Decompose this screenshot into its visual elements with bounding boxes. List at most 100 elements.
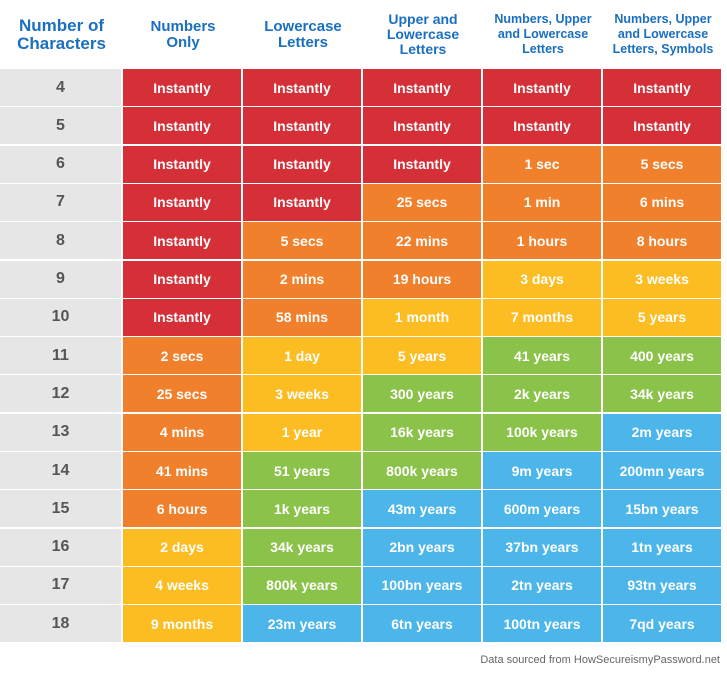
crack-time-cell: 800k years bbox=[243, 566, 361, 604]
row-label: 4 bbox=[0, 69, 121, 106]
crack-time-cell: 1 sec bbox=[483, 145, 601, 183]
table-row: 10 Instantly 58 mins 1 month 7 months 5 years bbox=[0, 298, 727, 336]
crack-time-cell: 5 years bbox=[363, 337, 481, 375]
row-label: 7 bbox=[0, 183, 121, 221]
table-row: 18 9 months 23m years 6tn years 100tn years 7… bbox=[0, 605, 727, 643]
crack-time-cell: Instantly bbox=[363, 145, 481, 183]
crack-time-cell: Instantly bbox=[363, 107, 481, 145]
row-label: 5 bbox=[0, 107, 121, 145]
column-header-label: Lowercase Letters bbox=[264, 17, 342, 51]
crack-time-cell: 1tn years bbox=[603, 528, 721, 566]
column-header: Lowercase Letters bbox=[243, 0, 363, 69]
table-row: 8 Instantly 5 secs 22 mins 1 hours 8 hours bbox=[0, 222, 727, 260]
crack-time-cell: 1 day bbox=[243, 337, 361, 375]
crack-time-cell: 58 mins bbox=[243, 298, 361, 336]
crack-time-cell: 41 years bbox=[483, 337, 601, 375]
table-row: 17 4 weeks 800k years 100bn years 2tn years 9… bbox=[0, 566, 727, 604]
crack-time-cell: Instantly bbox=[123, 298, 241, 336]
row-label: 17 bbox=[0, 566, 121, 604]
crack-time-cell: 15bn years bbox=[603, 490, 721, 528]
crack-time-cell: Instantly bbox=[123, 145, 241, 183]
crack-time-cell: 16k years bbox=[363, 413, 481, 451]
data-source-note: Data sourced from HowSecureismyPassword.… bbox=[480, 654, 720, 666]
table-row: 11 2 secs 1 day 5 years 41 years 400 years bbox=[0, 337, 727, 375]
column-header-label: Numbers, Upper and Lowercase Letters bbox=[494, 12, 592, 56]
column-header: Number of Characters bbox=[0, 0, 123, 69]
column-header-label: Number of Characters bbox=[17, 15, 106, 53]
table-row: 7 Instantly Instantly 25 secs 1 min 6 mins bbox=[0, 183, 727, 221]
crack-time-cell: 1k years bbox=[243, 490, 361, 528]
column-header: Numbers Only bbox=[123, 0, 243, 69]
crack-time-cell: 400 years bbox=[603, 337, 721, 375]
table-row: 9 Instantly 2 mins 19 hours 3 days 3 weeks bbox=[0, 260, 727, 298]
crack-time-cell: 3 weeks bbox=[243, 375, 361, 413]
crack-time-cell: 7 months bbox=[483, 298, 601, 336]
crack-time-cell: 5 years bbox=[603, 298, 721, 336]
crack-time-cell: 8 hours bbox=[603, 222, 721, 260]
crack-time-cell: Instantly bbox=[243, 107, 361, 145]
crack-time-cell: 2tn years bbox=[483, 566, 601, 604]
crack-time-cell: 5 secs bbox=[243, 222, 361, 260]
row-label: 12 bbox=[0, 375, 121, 413]
crack-time-cell: Instantly bbox=[483, 107, 601, 145]
row-label: 10 bbox=[0, 298, 121, 336]
column-header: Upper and Lowercase Letters bbox=[363, 0, 483, 69]
row-label: 15 bbox=[0, 490, 121, 528]
column-header: Numbers, Upper and Lowercase Letters bbox=[483, 0, 603, 69]
crack-time-cell: 2k years bbox=[483, 375, 601, 413]
crack-time-cell: 600m years bbox=[483, 490, 601, 528]
crack-time-cell: 6 hours bbox=[123, 490, 241, 528]
crack-time-cell: Instantly bbox=[123, 222, 241, 260]
crack-time-cell: 2 secs bbox=[123, 337, 241, 375]
crack-time-cell: Instantly bbox=[603, 69, 721, 106]
crack-time-cell: 4 mins bbox=[123, 413, 241, 451]
crack-time-cell: 23m years bbox=[243, 605, 361, 643]
crack-time-cell: 51 years bbox=[243, 452, 361, 489]
crack-time-cell: 43m years bbox=[363, 490, 481, 528]
crack-time-cell: 2m years bbox=[603, 413, 721, 451]
crack-time-cell: Instantly bbox=[363, 69, 481, 106]
crack-time-cell: Instantly bbox=[243, 69, 361, 106]
crack-time-cell: Instantly bbox=[123, 260, 241, 298]
column-header-label: Numbers Only bbox=[150, 17, 216, 51]
row-label: 9 bbox=[0, 260, 121, 298]
crack-time-cell: 25 secs bbox=[123, 375, 241, 413]
crack-time-cell: Instantly bbox=[603, 107, 721, 145]
crack-time-cell: 100tn years bbox=[483, 605, 601, 643]
crack-time-cell: 9 months bbox=[123, 605, 241, 643]
crack-time-cell: 3 weeks bbox=[603, 260, 721, 298]
crack-time-cell: 19 hours bbox=[363, 260, 481, 298]
table-header: Number of Characters Numbers Only Lowercas… bbox=[0, 0, 727, 69]
crack-time-cell: 1 month bbox=[363, 298, 481, 336]
table-row: 5 Instantly Instantly Instantly Instantly Ins… bbox=[0, 107, 727, 145]
crack-time-cell: 6 mins bbox=[603, 183, 721, 221]
row-label: 13 bbox=[0, 413, 121, 451]
crack-time-cell: 34k years bbox=[603, 375, 721, 413]
crack-time-cell: 22 mins bbox=[363, 222, 481, 260]
crack-time-cell: 5 secs bbox=[603, 145, 721, 183]
crack-time-cell: Instantly bbox=[243, 183, 361, 221]
crack-time-cell: 100bn years bbox=[363, 566, 481, 604]
row-label: 11 bbox=[0, 337, 121, 375]
crack-time-cell: 2 days bbox=[123, 528, 241, 566]
crack-time-cell: Instantly bbox=[123, 69, 241, 106]
table-row: 6 Instantly Instantly Instantly 1 sec 5 secs bbox=[0, 145, 727, 183]
table-row: 16 2 days 34k years 2bn years 37bn years 1tn … bbox=[0, 528, 727, 566]
table-row: 14 41 mins 51 years 800k years 9m years 200mn… bbox=[0, 452, 727, 489]
crack-time-cell: 4 weeks bbox=[123, 566, 241, 604]
crack-time-cell: 800k years bbox=[363, 452, 481, 489]
column-header-label: Numbers, Upper and Lowercase Letters, Sy… bbox=[612, 12, 714, 56]
table-row: 13 4 mins 1 year 16k years 100k years 2m year… bbox=[0, 413, 727, 451]
crack-time-cell: 3 days bbox=[483, 260, 601, 298]
row-label: 14 bbox=[0, 452, 121, 489]
crack-time-cell: 300 years bbox=[363, 375, 481, 413]
crack-time-cell: 41 mins bbox=[123, 452, 241, 489]
crack-time-cell: 2 mins bbox=[243, 260, 361, 298]
table-row: 4 Instantly Instantly Instantly Instantly Ins… bbox=[0, 69, 727, 106]
crack-time-cell: Instantly bbox=[243, 145, 361, 183]
crack-time-cell: 100k years bbox=[483, 413, 601, 451]
crack-time-cell: Instantly bbox=[483, 69, 601, 106]
row-label: 16 bbox=[0, 528, 121, 566]
crack-time-cell: 7qd years bbox=[603, 605, 721, 643]
crack-time-cell: 2bn years bbox=[363, 528, 481, 566]
